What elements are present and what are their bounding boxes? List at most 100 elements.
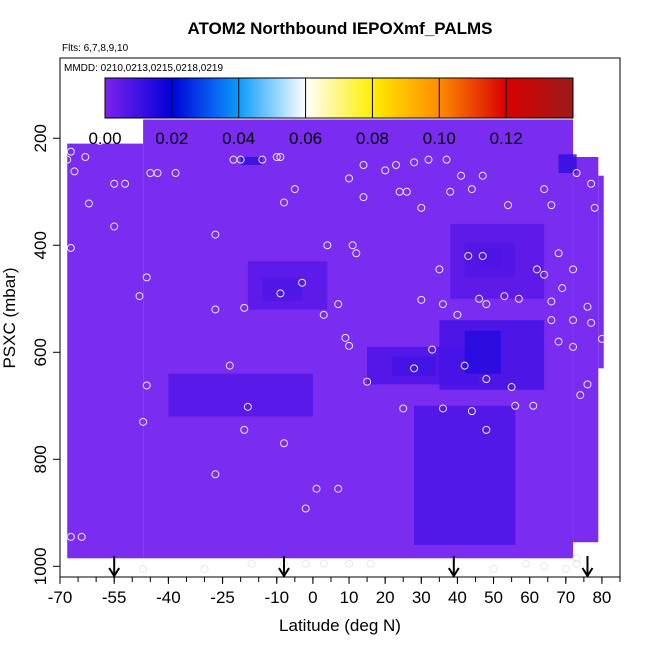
heatmap-layer bbox=[67, 119, 604, 559]
sample-point bbox=[572, 554, 581, 563]
sample-point bbox=[348, 241, 357, 250]
sample-point bbox=[540, 270, 549, 279]
sample-point bbox=[77, 532, 86, 541]
heatmap-cell bbox=[240, 156, 263, 166]
sample-point bbox=[576, 391, 585, 400]
flight-arrow-head bbox=[447, 567, 460, 578]
plot-frame bbox=[59, 57, 621, 578]
sample-point bbox=[139, 564, 148, 573]
y-tick-label: 200 bbox=[31, 124, 50, 152]
heatmap-cell bbox=[247, 261, 328, 310]
sample-point bbox=[558, 284, 567, 293]
sample-point bbox=[301, 559, 310, 568]
sample-point bbox=[529, 401, 538, 410]
sample-point bbox=[572, 559, 581, 568]
colorbar-ticks: 0.00 0.02 0.04 0.06 0.08 0.10 0.12 bbox=[88, 78, 523, 148]
sample-point bbox=[211, 230, 220, 239]
x-axis: -70 -55 -40 -25 -10 0 10 20 30 40 50 60 70 80 bbox=[48, 577, 621, 607]
sample-point bbox=[532, 265, 541, 274]
sample-point bbox=[139, 417, 148, 426]
sample-point bbox=[142, 381, 151, 390]
sample-point bbox=[428, 345, 437, 354]
sample-point bbox=[435, 265, 444, 274]
sample-point bbox=[392, 161, 400, 170]
sample-point bbox=[63, 155, 72, 164]
sample-point bbox=[334, 484, 343, 493]
sample-point bbox=[590, 203, 599, 212]
heatmap-cell bbox=[573, 156, 599, 543]
flights-note: Flts: 6,7,8,9,10 bbox=[62, 43, 129, 54]
sample-point bbox=[276, 289, 285, 298]
sample-point bbox=[478, 171, 487, 180]
sample-point bbox=[280, 439, 288, 448]
y-tick-label: 800 bbox=[31, 445, 50, 473]
sample-point bbox=[171, 169, 180, 178]
sample-point bbox=[225, 361, 234, 370]
sample-point bbox=[236, 155, 245, 164]
sample-point bbox=[359, 161, 368, 170]
sample-point bbox=[319, 559, 328, 568]
sample-point bbox=[482, 300, 491, 309]
sample-point bbox=[597, 334, 606, 343]
x-tick-label: -40 bbox=[156, 588, 181, 607]
sample-point bbox=[142, 273, 151, 282]
sample-point bbox=[569, 265, 578, 274]
sample-point bbox=[280, 198, 288, 207]
sample-point bbox=[438, 300, 447, 309]
sample-point bbox=[345, 559, 354, 568]
sample-point bbox=[554, 249, 563, 258]
sample-point bbox=[276, 152, 285, 161]
colorbar-tick-label: 0.12 bbox=[490, 129, 523, 148]
sample-point bbox=[424, 155, 433, 164]
sample-point bbox=[482, 375, 491, 384]
sample-point bbox=[323, 241, 332, 250]
sample-point bbox=[135, 292, 144, 301]
sample-point bbox=[446, 187, 455, 196]
sample-point bbox=[359, 193, 368, 202]
sample-point bbox=[475, 294, 484, 303]
y-tick-label: 1000 bbox=[31, 547, 50, 585]
sample-point bbox=[442, 155, 451, 164]
sample-point bbox=[464, 251, 473, 260]
x-tick-label: 0 bbox=[308, 588, 317, 607]
sample-point bbox=[540, 185, 549, 194]
sample-point bbox=[240, 425, 249, 434]
sample-point bbox=[467, 185, 476, 194]
sample-point bbox=[272, 152, 281, 161]
sample-point bbox=[410, 158, 419, 167]
sample-point bbox=[511, 401, 520, 410]
sample-point bbox=[460, 361, 469, 370]
sample-point bbox=[417, 295, 426, 304]
colorbar-tick-label: 0.02 bbox=[155, 129, 188, 148]
x-tick-label: 70 bbox=[556, 588, 575, 607]
sample-point bbox=[457, 171, 466, 180]
sample-point bbox=[453, 310, 462, 319]
x-axis-label: Latitude (deg N) bbox=[279, 616, 401, 635]
x-tick-label: 10 bbox=[340, 588, 359, 607]
sample-point bbox=[319, 310, 328, 319]
sample-point bbox=[410, 364, 419, 373]
sample-point bbox=[587, 318, 596, 327]
x-tick-label: 30 bbox=[412, 588, 431, 607]
x-tick-label: -70 bbox=[48, 588, 73, 607]
sample-point bbox=[211, 470, 220, 479]
sample-point bbox=[66, 532, 75, 541]
x-tick-label: -55 bbox=[102, 588, 127, 607]
flight-arrows-layer bbox=[108, 556, 594, 578]
sample-point bbox=[200, 564, 209, 573]
sample-point bbox=[583, 380, 592, 389]
sample-point bbox=[301, 504, 310, 513]
sample-point bbox=[569, 342, 578, 351]
y-axis: 200 400 600 800 1000 bbox=[31, 124, 60, 585]
heatmap-cell bbox=[67, 143, 144, 559]
sample-point bbox=[334, 300, 343, 309]
sample-point bbox=[572, 169, 581, 178]
flight-arrow-head bbox=[581, 567, 594, 578]
heatmap-cell bbox=[558, 154, 577, 174]
sample-point bbox=[514, 294, 523, 303]
sample-point bbox=[381, 166, 390, 175]
chart-title: ATOM2 Northbound IEPOXmf_PALMS bbox=[187, 19, 493, 38]
sample-point bbox=[121, 179, 130, 188]
sample-point bbox=[110, 222, 119, 231]
